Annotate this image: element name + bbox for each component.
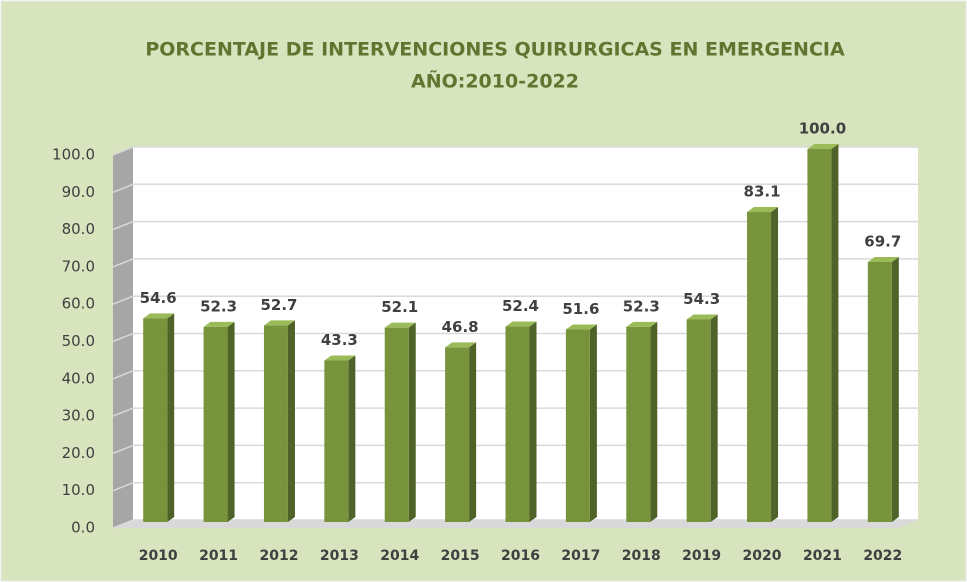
bar-front [867, 262, 892, 522]
chart-subtitle: AÑO:2010-2022 [411, 69, 579, 93]
bar-side [710, 314, 718, 522]
bar-top [143, 313, 175, 319]
x-tick-label: 2014 [380, 548, 419, 564]
y-tick-label: 100.0 [52, 146, 95, 164]
bar-front [143, 318, 168, 522]
data-label: 46.8 [442, 318, 479, 336]
x-tick-label: 2022 [863, 548, 902, 564]
data-label: 83.1 [744, 183, 781, 201]
bar [505, 321, 537, 522]
bar [626, 321, 658, 522]
data-label: 52.7 [260, 296, 297, 314]
bar-top [263, 320, 295, 326]
bar-front [203, 326, 228, 522]
bar [686, 314, 718, 522]
bar-side [529, 321, 537, 522]
bar-side [348, 355, 356, 522]
bar-front [686, 319, 711, 522]
y-tick-label: 70.0 [62, 257, 95, 275]
bar-front [263, 325, 288, 522]
bar [867, 257, 899, 522]
bar-side [650, 321, 658, 522]
bar [747, 207, 779, 523]
y-tick-label: 20.0 [62, 444, 95, 462]
data-label: 54.6 [140, 289, 177, 307]
x-tick-label: 2016 [501, 548, 540, 564]
x-tick-label: 2013 [320, 548, 359, 564]
x-tick-label: 2017 [561, 548, 600, 564]
grid-line [112, 220, 918, 231]
x-tick-label: 2019 [682, 548, 721, 564]
bar-front [807, 149, 832, 522]
bar-side [469, 342, 477, 522]
x-tick-label: 2018 [622, 548, 661, 564]
bar [445, 342, 477, 522]
bar-top [505, 321, 537, 327]
bar-top [867, 257, 899, 263]
data-label: 52.3 [200, 297, 237, 315]
floor [113, 520, 918, 528]
bar-front [565, 329, 590, 522]
x-tick-label: 2021 [803, 548, 842, 564]
bar-side [227, 321, 235, 522]
bar-front [626, 326, 651, 522]
data-label: 52.4 [502, 297, 539, 315]
y-tick-label: 30.0 [62, 407, 95, 425]
bar-top [324, 355, 356, 361]
bar-top [445, 342, 477, 348]
bar-front [384, 327, 409, 522]
bar [807, 144, 839, 522]
bar-front [747, 212, 772, 523]
bar-side [589, 324, 597, 522]
data-label: 54.3 [683, 290, 720, 308]
bar-top [203, 321, 235, 327]
data-label: 52.1 [381, 298, 418, 316]
bar [143, 313, 175, 522]
y-tick-label: 60.0 [62, 295, 95, 313]
y-tick-label: 0.0 [71, 519, 95, 537]
y-tick-label: 50.0 [62, 332, 95, 350]
bar-side [287, 320, 295, 522]
grid-line [112, 519, 918, 529]
y-tick-label: 90.0 [62, 183, 95, 201]
grid-line [112, 146, 918, 156]
data-label: 69.7 [864, 233, 901, 251]
x-tick-label: 2015 [441, 548, 480, 564]
bar-side [167, 313, 175, 522]
bar [263, 320, 295, 522]
x-tick-label: 2011 [199, 548, 238, 564]
bar [565, 324, 597, 522]
y-tick-label: 40.0 [62, 369, 95, 387]
data-label: 100.0 [799, 120, 846, 138]
bar-top [626, 321, 658, 327]
x-tick-label: 2020 [743, 548, 782, 564]
y-tick-label: 10.0 [62, 481, 95, 499]
grid-line [112, 295, 918, 305]
grid-line [112, 183, 918, 193]
bar [384, 322, 416, 522]
bar-top [565, 324, 597, 330]
chart-title: PORCENTAJE DE INTERVENCIONES QUIRURGICAS… [145, 39, 845, 61]
bar-side [771, 207, 779, 523]
bar-side [408, 322, 416, 522]
bar-front [324, 360, 349, 522]
bar-front [505, 326, 530, 522]
grid-line [112, 258, 918, 268]
data-label: 43.3 [321, 331, 358, 349]
y-tick-label: 80.0 [62, 220, 95, 238]
x-tick-label: 2012 [259, 548, 298, 564]
bar [203, 321, 235, 522]
bar-front [445, 347, 470, 522]
bar-side [831, 144, 839, 522]
bar-top [686, 314, 718, 320]
bar-top [384, 322, 416, 328]
bar [324, 355, 356, 522]
x-tick-label: 2010 [139, 548, 178, 564]
bar-top [807, 144, 839, 149]
bar-top [747, 207, 779, 213]
data-label: 52.3 [623, 297, 660, 315]
data-label: 51.6 [562, 300, 599, 318]
bar-side [891, 257, 899, 522]
